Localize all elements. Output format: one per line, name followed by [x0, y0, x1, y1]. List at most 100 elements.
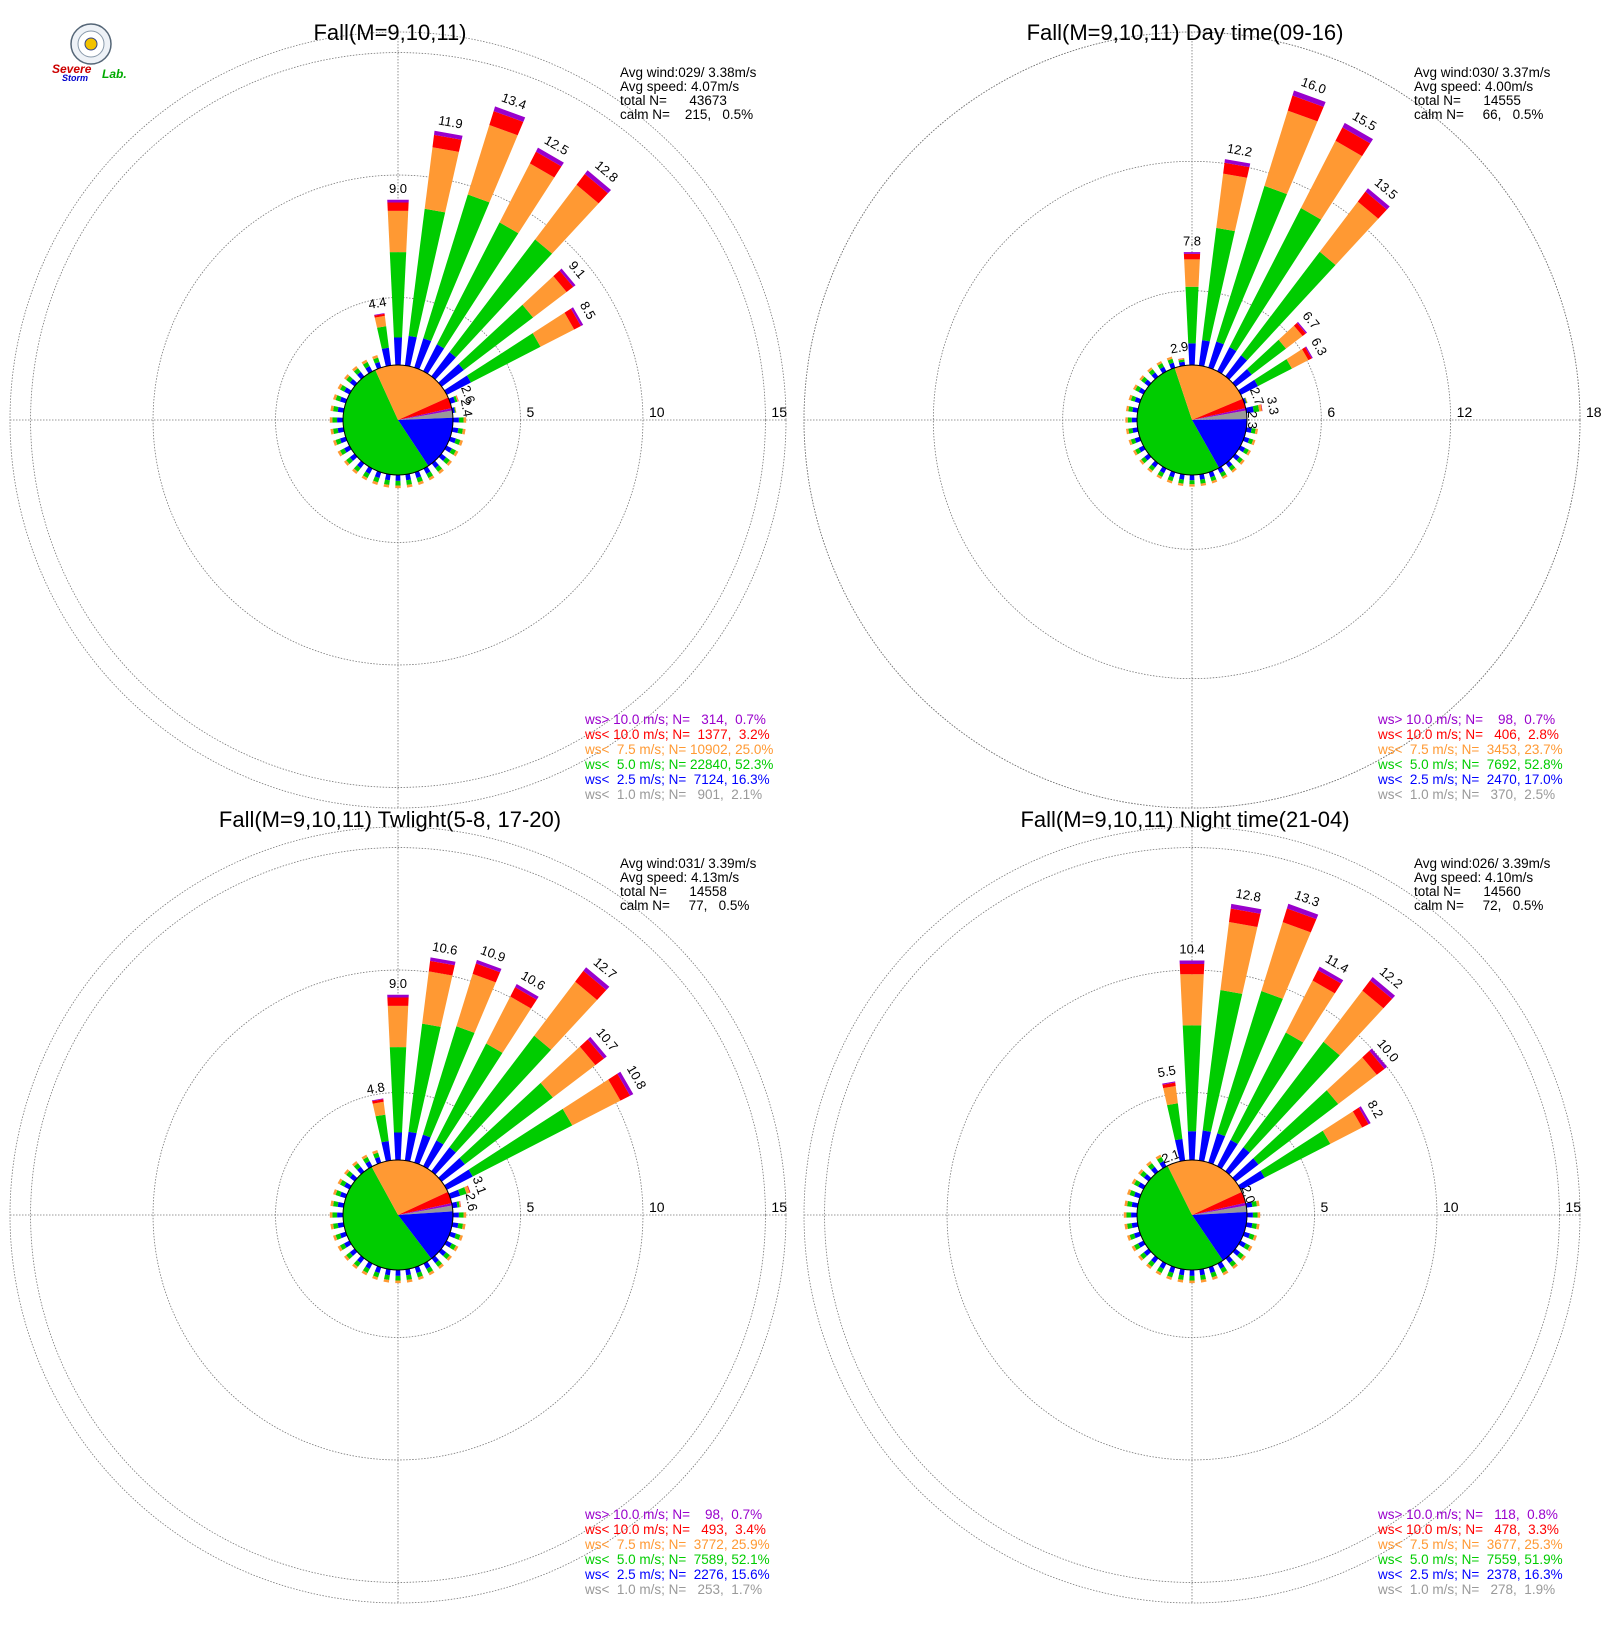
bar-segment [337, 1178, 343, 1185]
bar-segment [457, 428, 463, 434]
bar-segment [337, 1245, 343, 1252]
bar-segment [1247, 339, 1287, 375]
bar-segment [1141, 456, 1148, 464]
bar-segment [361, 1154, 368, 1160]
center-pie-outline [1136, 364, 1248, 476]
bar-segment [1189, 484, 1195, 487]
bar-segment [1245, 397, 1248, 403]
bar-segment [1166, 1275, 1173, 1280]
bar-segment [1189, 1269, 1195, 1276]
center-pie-slice [398, 417, 453, 466]
grid-ring [30, 52, 766, 788]
bar-segment [1131, 1245, 1137, 1252]
bar-segment [453, 450, 459, 457]
bar-segment [432, 134, 462, 152]
center-pie-slice [398, 1205, 453, 1215]
legend-entry: ws< 5.0 m/s; N= 7589, 52.1% [584, 1552, 770, 1567]
bar-segment [1358, 1106, 1371, 1125]
bar-segment [344, 1255, 350, 1261]
bar-segment [1335, 127, 1371, 157]
center-pie-outline [342, 364, 454, 476]
bar-segment [372, 1150, 379, 1155]
bar-segment [1140, 1170, 1147, 1178]
bar-segment [1208, 1133, 1226, 1165]
bar-segment [540, 1046, 596, 1098]
bar-segment [458, 1234, 463, 1241]
bar-segment [456, 973, 496, 1033]
bar-segment [416, 476, 423, 483]
bar-segment [1210, 475, 1217, 482]
center-pie-slice [1192, 410, 1247, 420]
bar-segment [1162, 1081, 1176, 1085]
bar-segment [1128, 439, 1133, 446]
bar-value-label: 12.2 [1226, 141, 1254, 160]
bar-segment [458, 1212, 464, 1218]
bar-segment [385, 473, 391, 481]
bar-segment [1189, 1280, 1195, 1284]
bar-segment [1200, 482, 1207, 487]
bar-segment [365, 466, 373, 474]
bar-segment [337, 407, 345, 413]
windrose-panel: 5 10 154.89.010.6 10.910.6 12.710.710.83.12.… [9, 807, 787, 1604]
center-pie-slice [1192, 1202, 1247, 1215]
panel-title: Fall(M=9,10,11) Night time(21-04) [1020, 807, 1349, 832]
bar-segment [575, 970, 607, 1000]
bar-segment [1132, 384, 1138, 391]
bar-segment [431, 1147, 456, 1175]
bar-segment [1342, 122, 1373, 144]
logo-word-lab: Lab. [102, 67, 127, 81]
bar-segment [493, 106, 526, 122]
bar-segment [414, 470, 422, 479]
center-pie-slice [1174, 364, 1243, 420]
legend-entry: ws< 10.0 m/s; N= 1377, 3.2% [584, 727, 770, 742]
bar-segment [1256, 1223, 1260, 1230]
bar-segment [352, 1161, 358, 1167]
bar-segment [535, 184, 599, 254]
windrose-panel: 5 10 152.15.510.412.8 13.311.412.210.08.22.… [803, 807, 1581, 1604]
bar-segment [337, 450, 343, 457]
bar-segment [373, 1152, 380, 1159]
bar-segment [1251, 439, 1256, 446]
bar-segment [455, 406, 457, 413]
stat-line: calm N= 215, 0.5% [620, 107, 753, 122]
bar-segment [416, 1271, 423, 1278]
bar-segment [1179, 960, 1205, 964]
bar-segment [1129, 1190, 1136, 1197]
bar-segment [1138, 1169, 1144, 1175]
bar-segment [1167, 358, 1174, 365]
bar-segment [1217, 990, 1283, 1137]
bar-segment [452, 1212, 459, 1218]
bar-segment [435, 465, 443, 472]
bar-segment [1251, 1223, 1257, 1229]
bar-segment [423, 194, 490, 342]
bar-segment [1250, 428, 1256, 434]
bar-segment [365, 1161, 373, 1169]
bar-segment [381, 347, 392, 367]
center-pie-slice [398, 410, 453, 420]
bar-segment [1228, 464, 1236, 471]
bar-segment [458, 439, 463, 446]
bar-segment [371, 1098, 384, 1102]
bar-segment [1147, 1260, 1155, 1267]
bar-segment [1240, 1255, 1246, 1261]
bar-segment [1179, 963, 1205, 975]
bar-segment [1225, 1147, 1250, 1175]
bar-segment [1130, 438, 1137, 445]
bar-segment [446, 460, 452, 466]
bar-segment [362, 361, 370, 369]
bar-segment [361, 359, 368, 365]
bar-segment [463, 1212, 467, 1218]
legend-entry: ws< 1.0 m/s; N= 253, 1.7% [584, 1582, 762, 1597]
bar-value-label: 10.9 [479, 942, 508, 965]
bar-segment [1254, 428, 1259, 435]
center-pie-slice [1192, 408, 1247, 420]
bar-segment [489, 111, 524, 136]
bar-segment [383, 1279, 390, 1283]
bar-segment [1178, 359, 1185, 363]
bar-segment [1131, 1202, 1139, 1208]
bar-segment [1225, 355, 1248, 380]
bar-segment [365, 1261, 373, 1269]
bar-segment [1202, 227, 1235, 342]
center-pie-slice [375, 365, 449, 420]
bar-segment [455, 395, 459, 402]
